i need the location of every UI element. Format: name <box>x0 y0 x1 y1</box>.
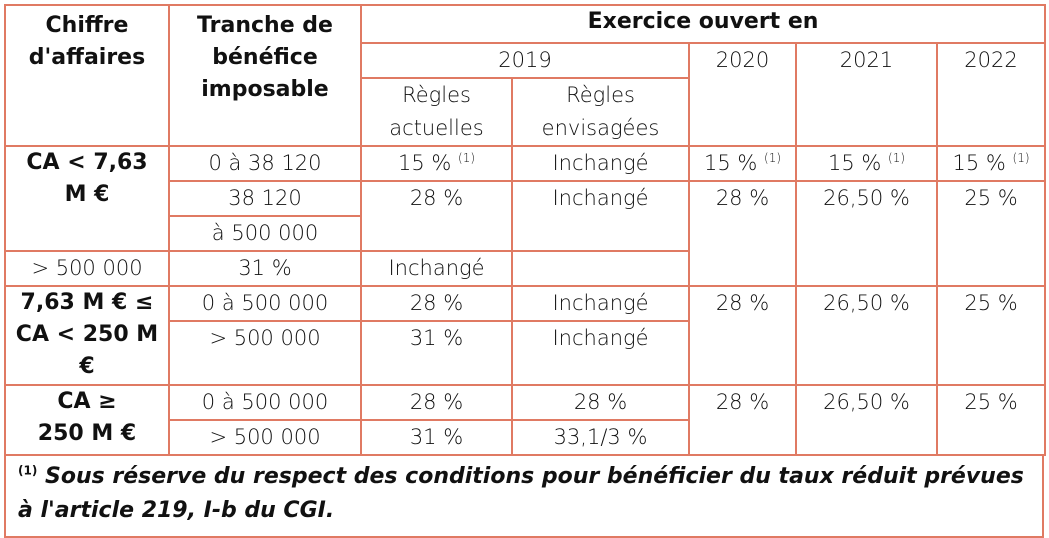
rate-2020-cell: 28 % <box>688 384 797 456</box>
rate-2021-cell: 26,50 % <box>795 180 938 287</box>
tranche-cell: 0 à 38 120 <box>168 145 362 182</box>
rate-2022-cell: 25 % <box>935 180 1047 287</box>
rate-envisagees-cell: Inchangé <box>360 250 513 287</box>
rate-envisagees-cell: Inchangé <box>511 145 690 182</box>
rate-actuelles-cell: 28 % <box>360 285 513 322</box>
group-ca-label: 7,63 M € ≤ CA < 250 M € <box>4 285 170 386</box>
header-chiffre-affaires: Chiffre d'affaires <box>4 4 170 147</box>
tranche-cell: > 500 000 <box>168 320 362 386</box>
header-regles-envisagees: Règles envisagées <box>511 77 690 147</box>
rate-actuelles-cell: 28 % <box>360 180 513 252</box>
rate-2020-cell: 28 % <box>688 180 797 287</box>
tax-rate-document: Chiffre d'affaires Tranche de bénéfice i… <box>4 4 1047 538</box>
rate-2021-cell: 15 % (1) <box>795 145 938 182</box>
footnote-marker: (1) <box>458 151 476 165</box>
rate-envisagees-cell: 28 % <box>511 384 690 421</box>
rate-2022-cell: 25 % <box>935 384 1047 456</box>
header-year-2019: 2019 <box>360 42 690 79</box>
group-ca-label: CA ≥ 250 M € <box>4 384 170 456</box>
header-year-2022: 2022 <box>935 42 1047 147</box>
rate-actuelles-cell: 31 % <box>360 320 513 386</box>
rate-actuelles-cell: 31 % <box>168 250 362 287</box>
rate-2020-cell: 15 % (1) <box>688 145 797 182</box>
tranche-cell: 0 à 500 000 <box>168 285 362 322</box>
rate-actuelles-cell: 31 % <box>360 419 513 456</box>
header-year-2021: 2021 <box>795 42 938 147</box>
rate-2022-cell: 25 % <box>935 285 1047 386</box>
rate-2022-cell: 15 % (1) <box>935 145 1047 182</box>
tranche-cell: > 500 000 <box>4 250 170 287</box>
footnote: (1) Sous réserve du respect des conditio… <box>4 456 1044 538</box>
group-ca-label: CA < 7,63 M € <box>4 145 170 252</box>
rate-2020-cell: 28 % <box>688 285 797 386</box>
header-regles-actuelles: Règles actuelles <box>360 77 513 147</box>
rate-envisagees-cell: Inchangé <box>511 285 690 322</box>
rate-envisagees-cell: Inchangé <box>511 180 690 252</box>
header-exercice: Exercice ouvert en <box>359 4 1047 44</box>
footnote-marker: (1) <box>888 151 906 165</box>
rate-2021-cell: 26,50 % <box>795 384 938 456</box>
header-tranche: Tranche de bénéfice imposable <box>168 4 362 147</box>
tax-rate-table: Chiffre d'affaires Tranche de bénéfice i… <box>4 4 1047 456</box>
tranche-cell: 38 120 <box>168 180 362 217</box>
rate-actuelles-cell: 15 % (1) <box>360 145 513 182</box>
tranche-cell: 0 à 500 000 <box>168 384 362 421</box>
footnote-text: Sous réserve du respect des conditions p… <box>18 464 1024 523</box>
footnote-marker: (1) <box>18 463 38 478</box>
rate-envisagees-cell: Inchangé <box>511 320 690 386</box>
footnote-marker: (1) <box>1012 151 1030 165</box>
tranche-cell: > 500 000 <box>168 419 362 456</box>
rate-2021-cell: 26,50 % <box>795 285 938 386</box>
footnote-marker: (1) <box>764 151 782 165</box>
rate-actuelles-cell: 28 % <box>360 384 513 421</box>
rate-envisagees-cell: 33,1/3 % <box>511 419 690 456</box>
tranche-cell: à 500 000 <box>168 215 362 252</box>
header-year-2020: 2020 <box>688 42 797 147</box>
